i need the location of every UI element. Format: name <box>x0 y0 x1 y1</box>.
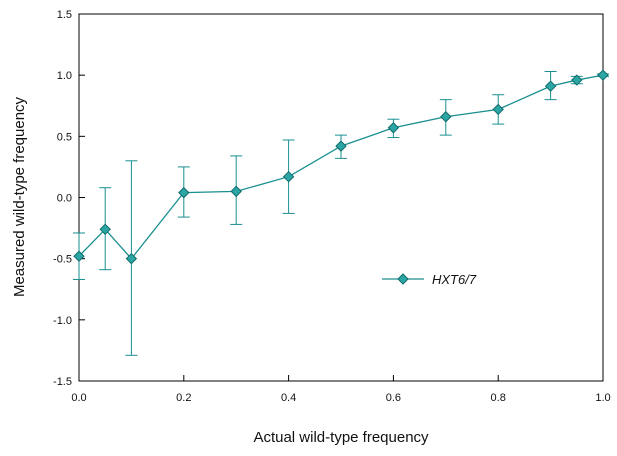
x-axis-title: Actual wild-type frequency <box>253 429 429 446</box>
data-point-marker <box>387 122 400 134</box>
x-tick-label: 0.4 <box>281 392 296 404</box>
data-point-marker <box>492 103 504 116</box>
data-point-marker <box>178 186 190 199</box>
y-tick-label: 0.0 <box>57 193 72 205</box>
data-point-marker <box>544 80 557 92</box>
y-tick-label: 0.5 <box>57 131 72 143</box>
y-tick-label: -0.5 <box>53 254 72 266</box>
data-point-marker <box>440 111 452 123</box>
data-point-marker <box>125 252 138 265</box>
data-point-marker <box>230 185 242 198</box>
x-tick-label: 0.2 <box>176 392 191 404</box>
y-axis-title: Measured wild-type frequency <box>11 96 28 297</box>
y-tick-label: 1.0 <box>57 70 72 82</box>
y-tick-label: -1.0 <box>53 315 72 327</box>
legend-label: HXT6/7 <box>432 272 477 287</box>
data-point-marker <box>99 223 111 236</box>
x-tick-label: 1.0 <box>595 392 610 404</box>
x-tick-label: 0.0 <box>71 392 86 404</box>
data-point-marker <box>571 74 583 86</box>
x-axis-ticks: 0.0 0.2 0.4 0.6 0.8 1.0 <box>71 375 611 404</box>
plot-area-frame <box>78 13 604 382</box>
data-point-marker <box>282 170 295 183</box>
data-point-marker <box>597 69 609 81</box>
data-point-marker <box>335 140 347 152</box>
legend-marker <box>397 273 409 285</box>
y-axis-ticks: 1.5 1.0 0.5 0.0 -0.5 -1.0 -1.5 <box>53 9 85 388</box>
x-tick-label: 0.8 <box>491 392 506 404</box>
series-line <box>78 74 604 260</box>
x-tick-label: 0.6 <box>386 392 401 404</box>
legend: HXT6/7 <box>382 272 477 287</box>
y-tick-label: -1.5 <box>53 376 72 388</box>
data-point-marker <box>73 250 85 262</box>
y-tick-label: 1.5 <box>57 9 72 21</box>
series-layer <box>73 69 609 356</box>
